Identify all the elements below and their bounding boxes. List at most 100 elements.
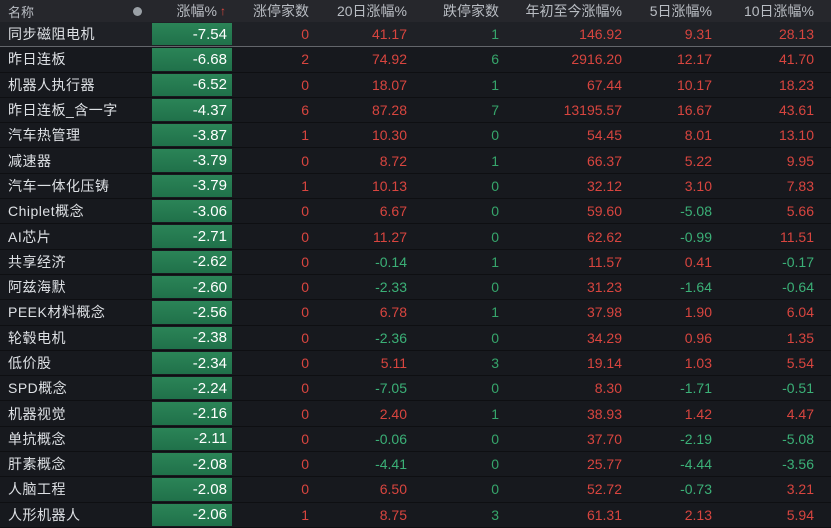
row-spacer — [820, 73, 831, 97]
table-row[interactable]: 人形机器人 -2.06 1 8.75 3 61.31 2.13 5.94 — [0, 502, 831, 528]
column-header-20day-change[interactable]: 20日涨幅% — [336, 3, 407, 19]
change-5day: 2.13 — [684, 506, 712, 523]
table-row[interactable]: 单抗概念 -2.11 0 -0.06 0 37.70 -2.19 -5.08 — [0, 426, 831, 453]
change-percent-cell: -2.08 — [152, 477, 232, 501]
change-5day: 0.96 — [684, 329, 712, 346]
change-10day: 11.51 — [780, 228, 814, 245]
change-percent-pill: -6.52 — [152, 73, 232, 96]
limit-up-count: 1 — [301, 177, 309, 194]
change-10day: 43.61 — [778, 102, 814, 119]
table-row[interactable]: 人脑工程 -2.08 0 6.50 0 52.72 -0.73 3.21 — [0, 477, 831, 503]
change-percent-cell: -2.24 — [152, 376, 232, 400]
table-row[interactable]: 机器人执行器 -6.52 0 18.07 1 67.44 10.17 18.23 — [0, 72, 831, 98]
change-20day: 2.40 — [379, 405, 407, 422]
table-row[interactable]: PEEK材料概念 -2.56 0 6.78 1 37.98 1.90 6.04 — [0, 300, 831, 326]
sector-name: 昨日连板 — [8, 51, 66, 68]
table-row[interactable]: 昨日连板 -6.68 2 74.92 6 2916.20 12.17 41.70 — [0, 47, 831, 73]
row-spacer — [820, 300, 831, 324]
table-row[interactable]: SPD概念 -2.24 0 -7.05 0 8.30 -1.71 -0.51 — [0, 376, 831, 402]
change-5day: -5.08 — [680, 203, 712, 220]
change-percent-cell: -2.71 — [152, 224, 232, 248]
row-spacer — [820, 351, 831, 375]
sector-name: 轮毂电机 — [8, 329, 66, 346]
column-header-limit-up-count[interactable]: 涨停家数 — [253, 3, 309, 19]
change-20day: 87.28 — [371, 102, 407, 119]
change-ytd: 34.29 — [586, 329, 622, 346]
table-row[interactable]: 昨日连板_含一字 -4.37 6 87.28 7 13195.57 16.67 43.61 — [0, 97, 831, 124]
limit-up-count: 0 — [301, 152, 309, 169]
name-column-label: 名称 — [8, 4, 35, 20]
table-row[interactable]: 同步磁阻电机 -7.54 0 41.17 1 146.92 9.31 28.13 — [0, 22, 831, 48]
row-spacer — [820, 477, 831, 501]
table-row[interactable]: 汽车热管理 -3.87 1 10.30 0 54.45 8.01 13.10 — [0, 123, 831, 149]
change-10day: 41.70 — [778, 51, 814, 68]
change-percent-pill: -2.06 — [152, 503, 232, 526]
column-header-change-percent[interactable]: 涨幅% ↑ — [152, 0, 232, 22]
limit-down-count: 0 — [491, 329, 499, 346]
change-percent-pill: -3.79 — [152, 174, 232, 198]
change-5day: 1.42 — [684, 405, 712, 422]
change-5day: 1.03 — [684, 355, 712, 371]
table-row[interactable]: 肝素概念 -2.08 0 -4.41 0 25.77 -4.44 -3.56 — [0, 452, 831, 478]
limit-up-count: 1 — [301, 127, 309, 144]
table-row[interactable]: AI芯片 -2.71 0 11.27 0 62.62 -0.99 11.51 — [0, 224, 831, 250]
column-header-limit-down-count[interactable]: 跌停家数 — [443, 3, 499, 19]
limit-down-count: 3 — [491, 506, 499, 523]
change-10day: 28.13 — [778, 26, 814, 43]
sector-name: PEEK材料概念 — [8, 304, 106, 321]
sector-name: 汽车热管理 — [8, 127, 81, 144]
table-row[interactable]: 共享经济 -2.62 0 -0.14 1 11.57 0.41 -0.17 — [0, 249, 831, 275]
change-percent-cell: -3.87 — [152, 123, 232, 147]
limit-down-count: 0 — [491, 177, 499, 194]
sector-name: 肝素概念 — [8, 456, 66, 473]
change-percent-pill: -7.54 — [152, 23, 232, 46]
change-ytd: 52.72 — [586, 481, 622, 498]
change-percent-cell: -2.11 — [152, 427, 232, 451]
change-percent-cell: -6.52 — [152, 73, 232, 97]
change-20day: -2.36 — [375, 329, 407, 346]
change-5day: 0.41 — [684, 253, 712, 270]
sector-name: 汽车一体化压铸 — [8, 177, 110, 194]
change-percent-pill: -2.08 — [152, 478, 232, 501]
limit-down-count: 0 — [491, 203, 499, 220]
row-spacer — [820, 503, 831, 527]
sector-name: 昨日连板_含一字 — [8, 102, 118, 119]
limit-down-count: 0 — [491, 127, 499, 144]
change-5day: 9.31 — [684, 26, 712, 43]
change-percent-cell: -2.38 — [152, 326, 232, 350]
record-dot-icon[interactable] — [133, 6, 142, 16]
limit-up-count: 0 — [301, 380, 309, 397]
change-percent-cell: -2.08 — [152, 452, 232, 476]
table-row[interactable]: 低价股 -2.34 0 5.11 3 19.14 1.03 5.54 — [0, 350, 831, 377]
table-row[interactable]: 机器视觉 -2.16 0 2.40 1 38.93 1.42 4.47 — [0, 401, 831, 427]
change-20day: 41.17 — [371, 26, 407, 43]
change-10day: 5.54 — [786, 355, 814, 371]
column-header-5day-change[interactable]: 5日涨幅% — [649, 3, 712, 19]
row-spacer — [820, 174, 831, 198]
table-row[interactable]: 阿兹海默 -2.60 0 -2.33 0 31.23 -1.64 -0.64 — [0, 274, 831, 301]
limit-up-count: 0 — [301, 456, 309, 473]
change-20day: 8.75 — [379, 506, 407, 523]
change-ytd: 59.60 — [586, 203, 622, 220]
table-row[interactable]: 汽车一体化压铸 -3.79 1 10.13 0 32.12 3.10 7.83 — [0, 173, 831, 200]
change-20day: 6.78 — [379, 304, 407, 321]
change-5day: -0.73 — [680, 481, 712, 498]
table-row[interactable]: Chiplet概念 -3.06 0 6.67 0 59.60 -5.08 5.66 — [0, 199, 831, 225]
change-5day: 3.10 — [684, 177, 712, 194]
table-row[interactable]: 减速器 -3.79 0 8.72 1 66.37 5.22 9.95 — [0, 148, 831, 174]
change-ytd: 37.70 — [586, 430, 622, 447]
limit-up-count: 0 — [301, 329, 309, 346]
change-20day: 5.11 — [380, 355, 407, 371]
change-percent-cell: -2.56 — [152, 300, 232, 324]
column-header-10day-change[interactable]: 10日涨幅% — [743, 3, 814, 19]
sector-name: SPD概念 — [8, 380, 68, 397]
change-20day: -0.14 — [375, 253, 407, 270]
change-ytd: 146.92 — [579, 26, 622, 43]
row-spacer — [820, 22, 831, 46]
table-row[interactable]: 轮毂电机 -2.38 0 -2.36 0 34.29 0.96 1.35 — [0, 325, 831, 351]
change-percent-pill: -2.38 — [152, 326, 232, 349]
row-spacer — [820, 250, 831, 274]
column-header-name[interactable]: 名称 — [0, 0, 152, 22]
column-header-ytd-change[interactable]: 年初至今涨幅% — [525, 3, 622, 19]
